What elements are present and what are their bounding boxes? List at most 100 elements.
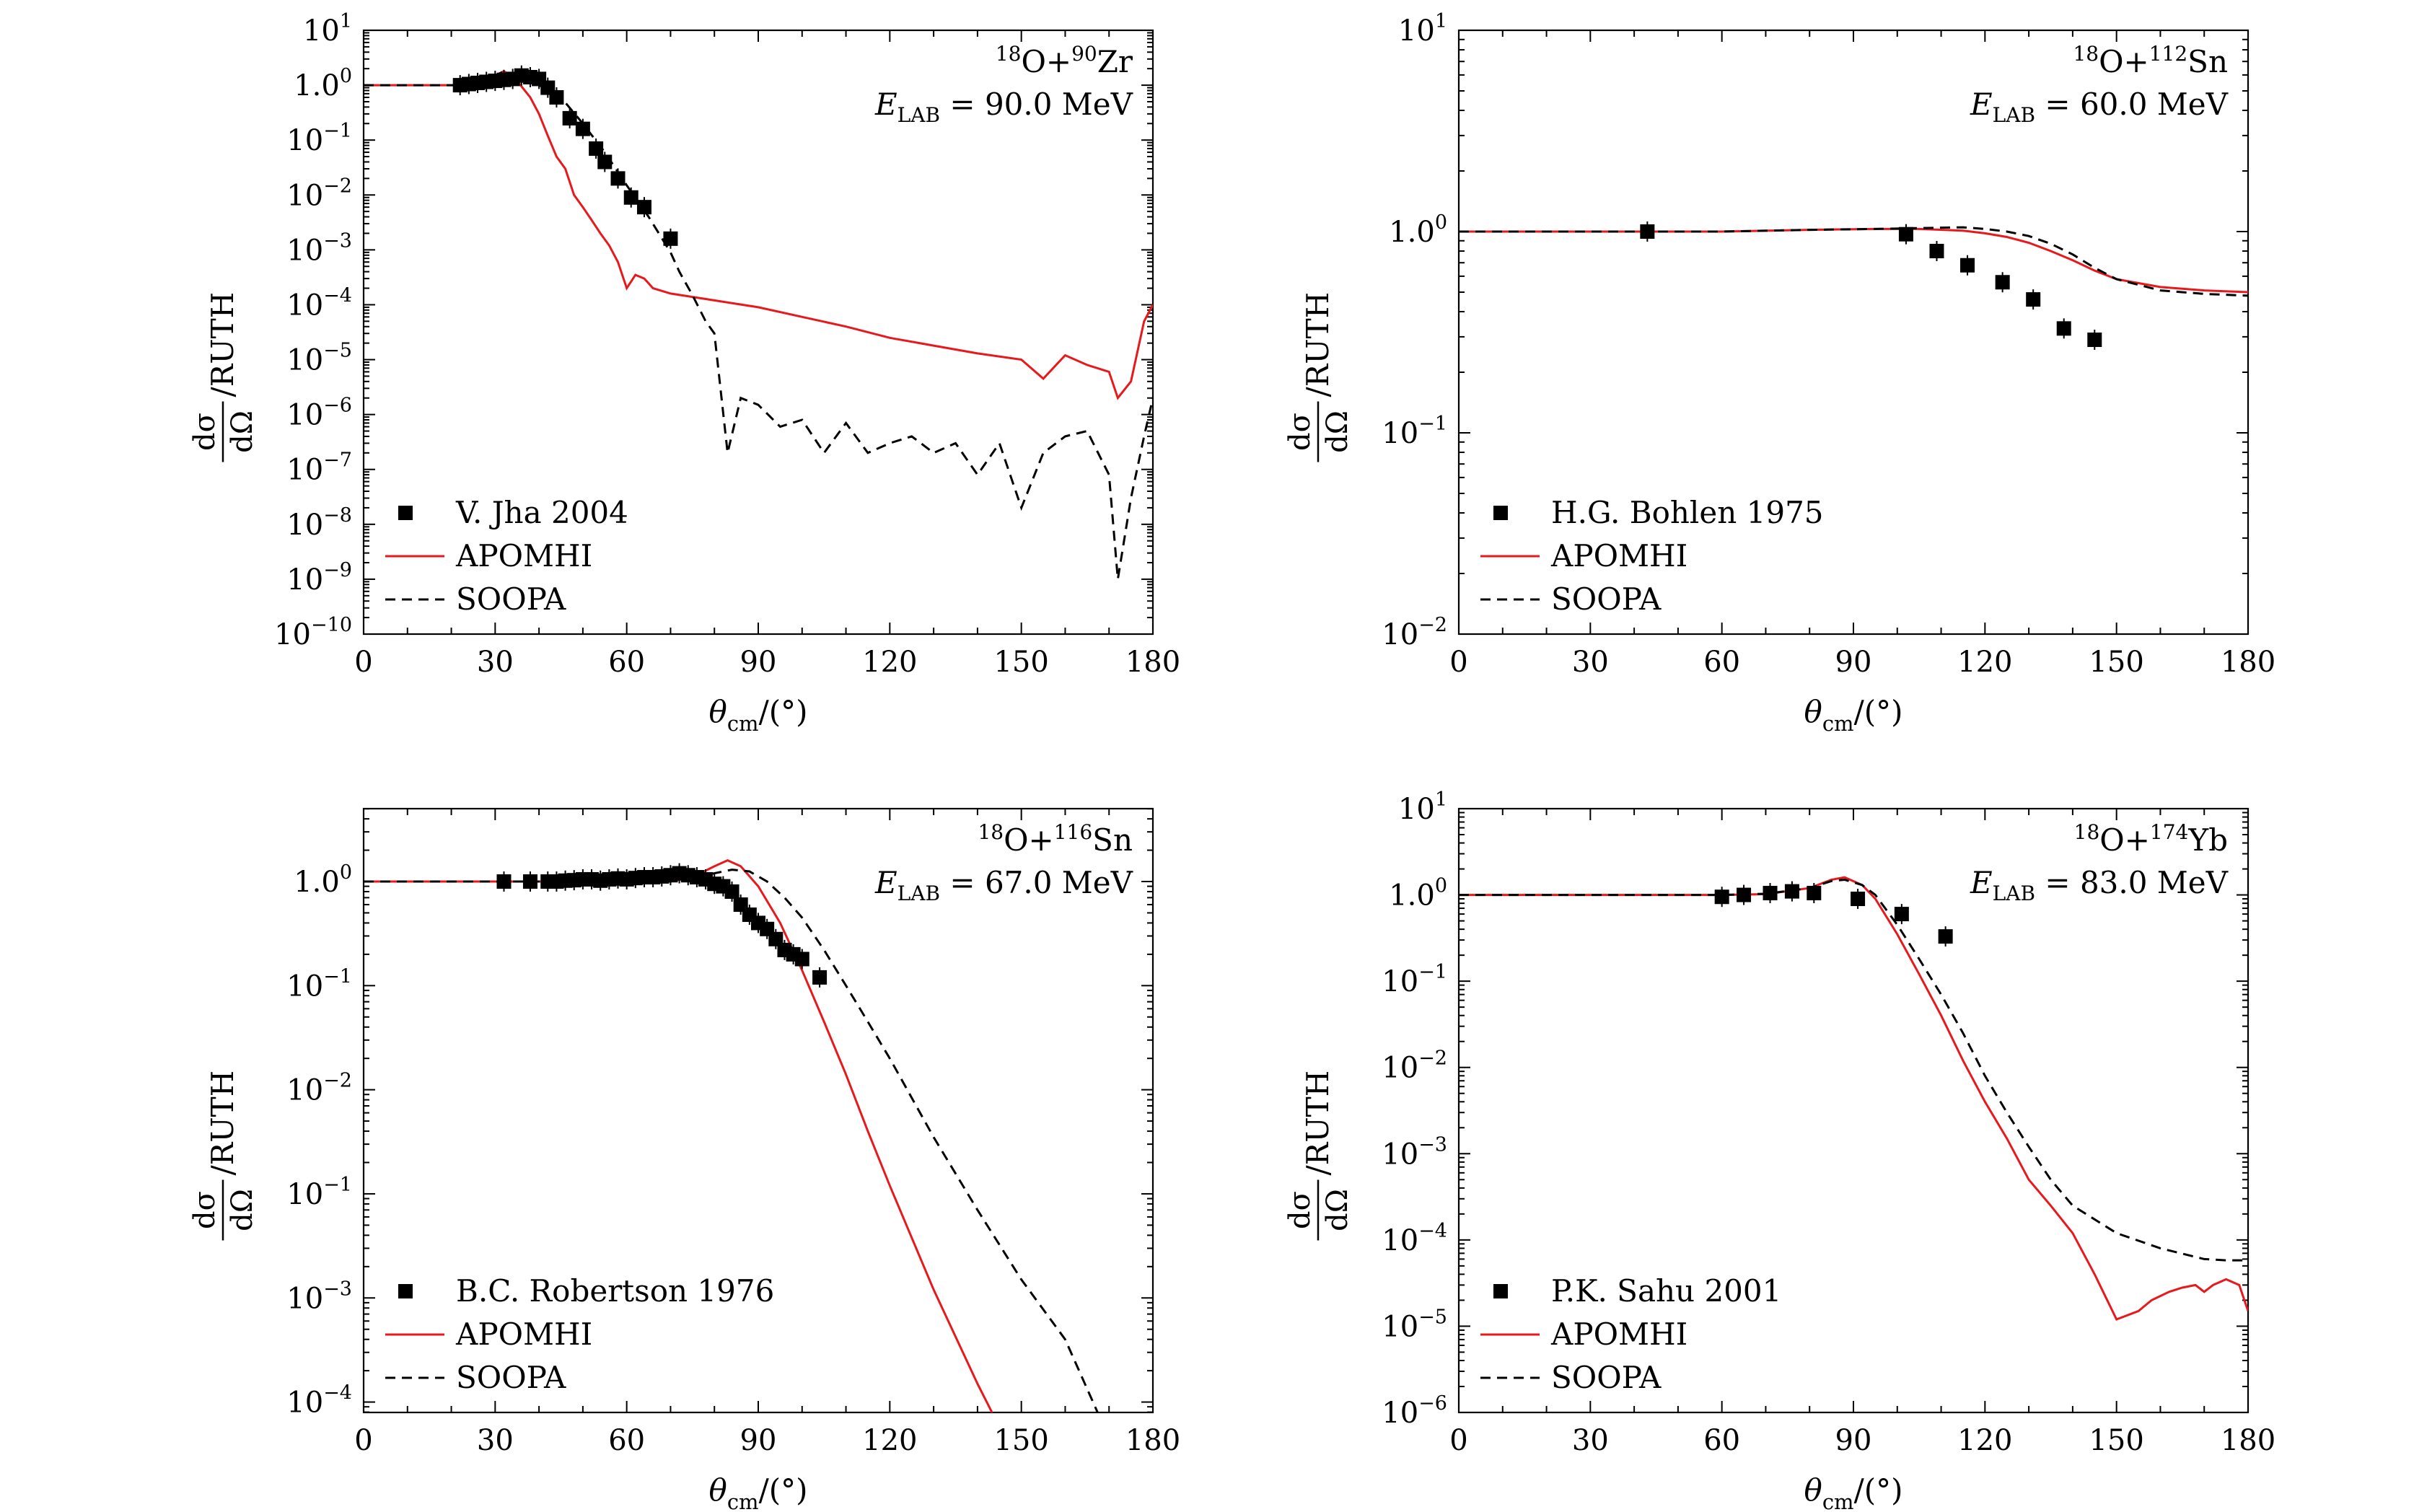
y-tick-label: 10−6: [1382, 1392, 1447, 1430]
y-tick-exponent: −1: [1418, 413, 1447, 435]
y-tick-exponent: 1: [340, 10, 352, 32]
y-tick-base: 1.0: [1389, 216, 1435, 249]
y-tick-base: 10: [286, 289, 323, 322]
data-point: [610, 171, 626, 186]
y-axis-label: dσ dΩ/RUTH: [1283, 292, 1354, 462]
y-axis-label: dσ dΩ/RUTH: [188, 1071, 259, 1241]
data-point: [2026, 292, 2041, 307]
legend-data-marker: [1493, 506, 1508, 520]
data-point: [1929, 244, 1944, 259]
y-tick-base: 10: [1382, 1052, 1418, 1085]
y-tick-exponent: −6: [323, 395, 352, 417]
data-point: [1894, 907, 1909, 922]
legend-data-label: B.C. Robertson 1976: [456, 1273, 774, 1309]
target-symbol: Sn: [2187, 44, 2228, 79]
y-tick-exponent: 0: [340, 65, 352, 87]
x-tick-label: 90: [1835, 646, 1872, 679]
y-tick-label: 10−1: [1382, 413, 1447, 450]
energy-label: ELAB = 90.0 MeV: [874, 87, 1133, 127]
target-mass: 112: [2149, 42, 2187, 66]
y-tick-label: 10−2: [286, 1070, 352, 1107]
chart-panel-c: 0 30 60 90 120 150 1801.0010−110−210−110−310−4…: [188, 807, 1180, 1512]
energy-value: = 60.0 MeV: [2035, 87, 2229, 122]
plot-area: [1459, 221, 2248, 350]
x-axis-subscript: cm: [1822, 1490, 1854, 1512]
soopa-curve: [1459, 226, 2248, 297]
y-tick-label: 10−1: [1382, 961, 1447, 998]
x-axis-symbol: θ: [1804, 694, 1822, 729]
y-tick-base: 10: [286, 563, 323, 597]
target-symbol: Yb: [2187, 822, 2228, 858]
x-tick-label: 0: [354, 1424, 372, 1457]
plus-sign: +: [1046, 44, 1071, 79]
reaction-label: 18O+116Sn: [978, 820, 1133, 858]
y-axis-denominator: dΩ: [226, 1189, 259, 1231]
x-axis-unit: /(°): [759, 1472, 808, 1508]
y-tick-label: 10−2: [1382, 1047, 1447, 1085]
data-point: [589, 141, 604, 156]
data-point: [1938, 929, 1953, 944]
legend-data-label: P.K. Sahu 2001: [1551, 1273, 1781, 1309]
y-tick-base: 10: [1382, 965, 1418, 998]
y-tick-base: 10: [286, 509, 323, 542]
projectile-symbol: O: [2099, 44, 2123, 79]
energy-subscript: LAB: [897, 882, 940, 905]
x-axis-unit: /(°): [1854, 1472, 1903, 1508]
data-point: [1784, 884, 1799, 899]
y-tick-label: 1.00: [294, 861, 352, 899]
target-symbol: Sn: [1092, 822, 1133, 858]
x-axis-label: θcm/(°): [1804, 694, 1903, 736]
y-axis-denominator: dΩ: [226, 410, 259, 453]
y-tick-exponent: −8: [323, 504, 352, 527]
y-tick-exponent: 0: [1435, 875, 1447, 897]
data-point: [724, 884, 739, 900]
plus-sign: +: [2125, 822, 2150, 858]
y-tick-label: 101: [1398, 10, 1447, 48]
plus-sign: +: [2124, 44, 2149, 79]
data-point: [663, 231, 678, 246]
y-tick-label: 1.00: [294, 65, 352, 102]
energy-symbol: E: [1970, 865, 1993, 900]
y-tick-exponent: 0: [340, 861, 352, 884]
x-tick-label: 150: [2089, 646, 2143, 679]
y-tick-exponent: −1: [1418, 961, 1447, 983]
legend-data-marker: [398, 506, 413, 520]
x-tick-label: 60: [1703, 646, 1740, 679]
target-mass: 174: [2150, 820, 2188, 844]
legend-soopa-label: SOOPA: [1551, 581, 1662, 617]
x-tick-label: 0: [1449, 1424, 1467, 1457]
y-tick-base: 10: [286, 399, 323, 432]
x-tick-label: 150: [993, 646, 1048, 679]
x-axis-label: θcm/(°): [1804, 1472, 1903, 1512]
reaction-label: 18O+112Sn: [2073, 42, 2228, 79]
y-tick-exponent: −3: [323, 1278, 352, 1300]
x-tick-label: 150: [2089, 1424, 2143, 1457]
data-point: [496, 874, 512, 889]
y-tick-exponent: 0: [1435, 211, 1447, 234]
energy-symbol: E: [874, 87, 897, 122]
energy-subscript: LAB: [1993, 882, 2035, 905]
energy-symbol: E: [1970, 87, 1993, 122]
x-tick-label: 150: [993, 1424, 1048, 1457]
y-tick-label: 10−6: [286, 395, 352, 432]
y-tick-base: 1.0: [294, 866, 340, 899]
apomhi-curve: [1459, 876, 2248, 1321]
x-axis-symbol: θ: [709, 694, 727, 729]
energy-value: = 83.0 MeV: [2035, 865, 2229, 900]
y-tick-base: 10: [1382, 618, 1418, 651]
target-mass: 116: [1054, 820, 1092, 844]
x-tick-label: 30: [1572, 1424, 1609, 1457]
soopa-curve: [364, 869, 1100, 1412]
x-tick-label: 60: [1703, 1424, 1740, 1457]
x-tick-label: 180: [1125, 1424, 1180, 1457]
x-tick-label: 90: [740, 1424, 777, 1457]
projectile-mass: 18: [978, 820, 1004, 844]
y-tick-label: 10−1: [286, 965, 352, 1003]
y-tick-exponent: −10: [311, 614, 352, 636]
y-tick-exponent: −4: [323, 1382, 352, 1405]
y-axis-label-rest: /RUTH: [205, 292, 240, 397]
x-tick-label: 120: [862, 646, 917, 679]
energy-subscript: LAB: [897, 103, 940, 127]
soopa-curve: [1459, 878, 2248, 1262]
y-tick-base: 10: [286, 1282, 323, 1315]
